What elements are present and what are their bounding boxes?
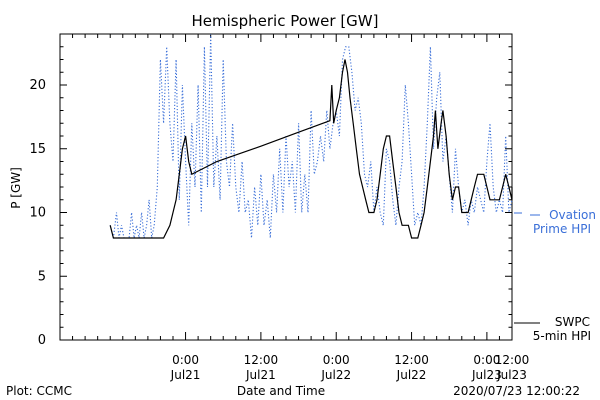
x-tick-date-label: Jul22 <box>320 368 351 382</box>
y-tick-label: 15 <box>29 142 46 157</box>
x-tick-date-label: Jul21 <box>170 368 201 382</box>
y-tick-label: 20 <box>29 78 46 93</box>
y-tick-label: 5 <box>38 269 46 284</box>
x-axis-label: Date and Time <box>237 384 325 398</box>
x-axis: 0:00Jul2112:00Jul210:00Jul2212:00Jul220:… <box>59 34 530 382</box>
series-swpc-line <box>109 59 513 239</box>
plot-frame <box>59 33 513 341</box>
y-axis-label: P [GW] <box>9 167 23 209</box>
x-tick-time-label: 12:00 <box>495 353 530 367</box>
x-tick-date-label: Jul22 <box>396 368 427 382</box>
x-tick-time-label: 12:00 <box>244 353 279 367</box>
footer-plot-credit: Plot: CCMC <box>6 384 72 398</box>
footer-timestamp: 2020/07/23 12:00:22 <box>453 384 580 398</box>
x-tick-date-label: Jul23 <box>471 368 502 382</box>
y-axis: 0 5 10 15 20 <box>29 33 512 348</box>
x-tick-time-label: 0:00 <box>473 353 500 367</box>
legend-swpc-line1: SWPC <box>555 315 590 329</box>
x-tick-time-label: 0:00 <box>323 353 350 367</box>
y-tick-label: 10 <box>29 206 46 221</box>
legend-swpc: SWPC 5-min HPI <box>514 315 591 343</box>
chart-title: Hemispheric Power [GW] <box>192 12 379 30</box>
legend-ovation-prime: Ovation Prime HPI <box>514 208 596 236</box>
x-tick-time-label: 12:00 <box>394 353 429 367</box>
x-tick-date-label: Jul23 <box>496 368 527 382</box>
x-tick-time-label: 0:00 <box>172 353 199 367</box>
legend-ovation-line1: Ovation <box>549 208 596 222</box>
series-layer <box>109 33 513 239</box>
legend-swpc-line2: 5-min HPI <box>533 329 591 343</box>
x-tick-date-label: Jul21 <box>245 368 276 382</box>
legend-ovation-line2: Prime HPI <box>533 222 591 236</box>
y-tick-label: 0 <box>38 333 46 348</box>
series-ovation-line <box>109 33 513 239</box>
